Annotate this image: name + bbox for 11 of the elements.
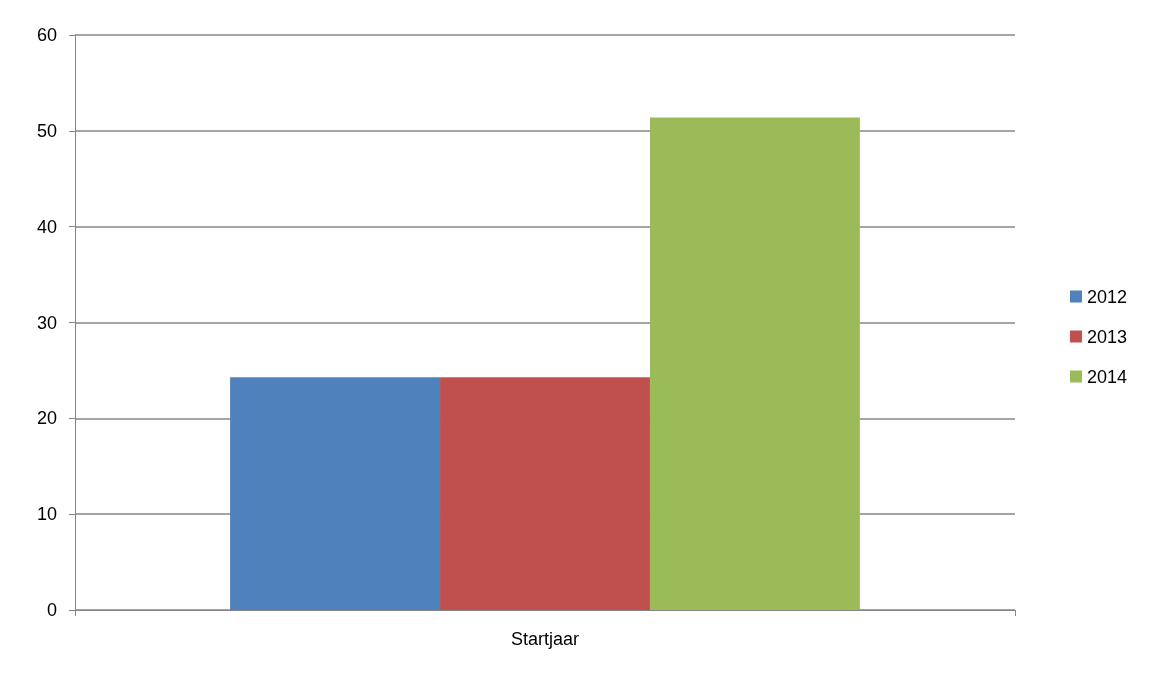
y-tick-label: 60 — [36, 25, 57, 45]
legend-label: 2013 — [1086, 326, 1127, 347]
x-tick-label: Startjaar — [510, 629, 580, 649]
y-tick-label: 10 — [36, 504, 57, 525]
y-tick-label: 50 — [36, 120, 57, 141]
y-tick-label: 0 — [46, 600, 57, 620]
y-tick-label: 30 — [36, 312, 57, 333]
legend-label: 2012 — [1086, 286, 1127, 307]
y-tick-label: 40 — [36, 216, 57, 237]
y-tick-label: 20 — [36, 408, 57, 429]
legend-label: 2014 — [1086, 366, 1127, 387]
